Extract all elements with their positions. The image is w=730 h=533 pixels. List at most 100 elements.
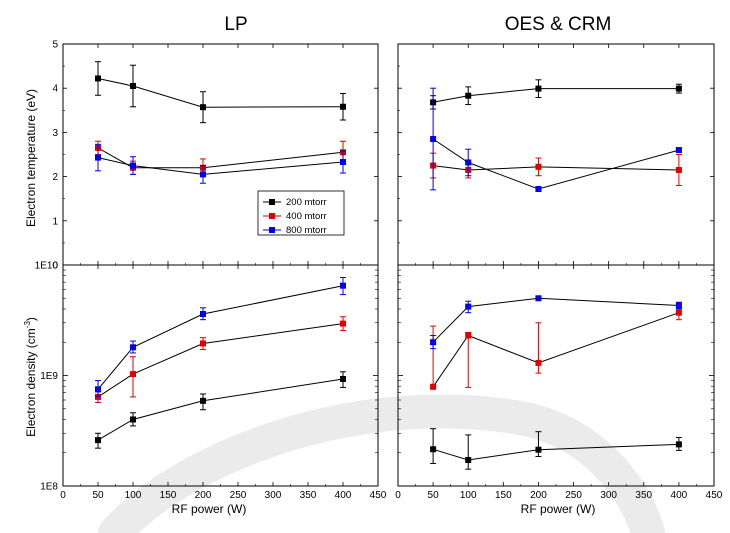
oes-crm-density-200-mtorr-point: [430, 446, 437, 453]
oes-crm-density-x-tick-label: 0: [395, 490, 401, 501]
lp-temperature-800-mtorr-point: [340, 159, 346, 166]
oes-crm-density-200-mtorr-point: [535, 446, 542, 453]
oes-crm-temperature-800-mtorr-point: [430, 136, 437, 143]
legend-marker-400: [269, 213, 275, 219]
oes-crm-density-400-mtorr-line: [432, 312, 680, 388]
oes-crm-density-400-mtorr-point: [430, 383, 437, 390]
lp-temperature-y-tick-label: 2: [52, 172, 58, 183]
lp-density-200-mtorr-point: [95, 437, 101, 444]
oes-crm-density-x-tick-label: 150: [495, 490, 512, 501]
lp-temperature-y-tick-label: 1: [52, 216, 58, 227]
lp-temperature-200-mtorr-line: [97, 78, 344, 108]
lp-density-x-tick-label: 250: [230, 490, 247, 501]
oes-crm-density-x-tick-label: 50: [428, 490, 440, 501]
oes-crm-temperature-200-mtorr-point: [675, 85, 682, 92]
lp-density-200-mtorr-line: [97, 378, 344, 441]
oes-crm-density-200-mtorr-point: [675, 441, 682, 448]
lp-density-200-mtorr-point: [340, 375, 346, 382]
lp-density-400-mtorr-point: [340, 320, 346, 327]
oes-crm-density-400-mtorr-point: [465, 332, 472, 339]
legend: 200 mtorr 400 mtorr 800 mtorr: [257, 190, 345, 236]
lp-density-y-tick-label: 1E10: [35, 261, 59, 272]
oes-crm-density-x-tick-label: 100: [460, 490, 477, 501]
title-oes-crm: OES & CRM: [505, 14, 612, 35]
lp-density-x-tick-label: 350: [300, 490, 317, 501]
oes-crm-temperature-200-mtorr-point: [465, 92, 472, 99]
oes-crm-temperature-800-mtorr-line: [432, 138, 680, 190]
y-axis-label-density-close: ): [24, 317, 38, 321]
lp-density-y-tick-label: 1E9: [40, 371, 58, 382]
lp-density-x-tick-label: 0: [60, 490, 66, 501]
lp-density-800-mtorr-point: [95, 386, 101, 393]
lp-density-200-mtorr-point: [200, 397, 206, 404]
lp-density-200-mtorr-point: [130, 416, 136, 423]
lp-density-x-tick-label: 450: [370, 490, 387, 501]
legend-label-400: 400 mtorr: [286, 211, 327, 222]
lp-temperature-200-mtorr-point: [200, 104, 206, 111]
lp-density-x-tick-label: 100: [125, 490, 142, 501]
legend-label-200: 200 mtorr: [286, 197, 327, 208]
watermark-arc: [98, 394, 665, 533]
lp-density-x-tick-label: 300: [265, 490, 282, 501]
y-axis-label-density-exponent: -3: [23, 321, 32, 329]
lp-temperature-y-tick-label: 4: [52, 84, 58, 95]
oes-crm-temperature-frame: [397, 43, 715, 266]
y-axis-label-density-main: Electron density (cm: [24, 328, 38, 437]
legend-label-800: 800 mtorr: [286, 225, 327, 236]
title-lp: LP: [224, 14, 247, 35]
oes-crm-density-400-mtorr-point: [535, 359, 542, 366]
lp-density-400-mtorr-line: [97, 323, 344, 398]
lp-temperature-800-mtorr-line: [97, 157, 344, 175]
lp-temperature-y-tick-label: 5: [52, 40, 58, 51]
lp-density-x-tick-label: 50: [92, 490, 104, 501]
lp-density-x-tick-label: 200: [195, 490, 212, 501]
x-axis-label-left: RF power (W): [172, 502, 247, 516]
oes-crm-temperature-800-mtorr-point: [465, 159, 472, 166]
lp-temperature-200-mtorr-point: [95, 75, 101, 82]
lp-temperature-200-mtorr-point: [340, 103, 346, 110]
oes-crm-density-800-mtorr-point: [675, 302, 682, 309]
oes-crm-density-800-mtorr-line: [432, 297, 679, 343]
oes-crm-temperature-400-mtorr-line: [433, 165, 679, 171]
oes-crm-density-400-mtorr-point: [675, 309, 682, 316]
lp-density-y-tick-label: 1E8: [40, 482, 58, 493]
oes-crm-temperature-400-mtorr-point: [675, 166, 682, 173]
oes-crm-temperature-800-mtorr-point: [675, 147, 682, 154]
oes-crm-density-800-mtorr-point: [535, 295, 542, 302]
lp-temperature-y-tick-label: 0: [52, 261, 58, 272]
oes-crm-temperature-800-mtorr-point: [535, 185, 542, 192]
oes-crm-density-x-tick-label: 450: [706, 490, 723, 501]
lp-temperature-800-mtorr-point: [200, 171, 206, 178]
lp-density-800-mtorr-line: [97, 285, 344, 390]
lp-density-400-mtorr-point: [130, 371, 136, 378]
lp-temperature-200-mtorr-point: [130, 82, 136, 89]
legend-marker-200: [269, 199, 275, 205]
oes-crm-temperature-200-mtorr-line: [433, 88, 679, 103]
lp-temperature-800-mtorr-point: [130, 162, 136, 169]
y-axis-label-temperature: Electron temperature (eV): [24, 89, 38, 227]
oes-crm-density-200-mtorr-point: [465, 456, 472, 463]
lp-density-x-tick-label: 150: [160, 490, 177, 501]
oes-crm-temperature-200-mtorr-point: [535, 85, 542, 92]
lp-temperature-y-tick-label: 3: [52, 128, 58, 139]
oes-crm-density-x-tick-label: 250: [565, 490, 582, 501]
lp-density-800-mtorr-point: [200, 311, 206, 318]
lp-density-800-mtorr-point: [340, 282, 346, 289]
oes-crm-density-200-mtorr-line: [432, 443, 679, 461]
legend-marker-800: [269, 227, 275, 233]
lp-density-400-mtorr-point: [200, 340, 206, 347]
lp-temperature-400-mtorr-line: [97, 147, 344, 169]
x-axis-label-right: RF power (W): [521, 502, 596, 516]
oes-crm-density-x-tick-label: 350: [635, 490, 652, 501]
oes-crm-density-x-tick-label: 200: [530, 490, 547, 501]
oes-crm-density-800-mtorr-point: [430, 339, 437, 346]
lp-temperature-800-mtorr-point: [95, 154, 101, 161]
lp-density-800-mtorr-point: [130, 344, 136, 351]
oes-crm-density-x-tick-label: 300: [600, 490, 617, 501]
lp-density-x-tick-label: 400: [335, 490, 352, 501]
y-axis-label-density: Electron density (cm-3): [23, 317, 38, 437]
oes-crm-density-x-tick-label: 400: [671, 490, 688, 501]
lp-density-400-mtorr-point: [95, 393, 101, 400]
